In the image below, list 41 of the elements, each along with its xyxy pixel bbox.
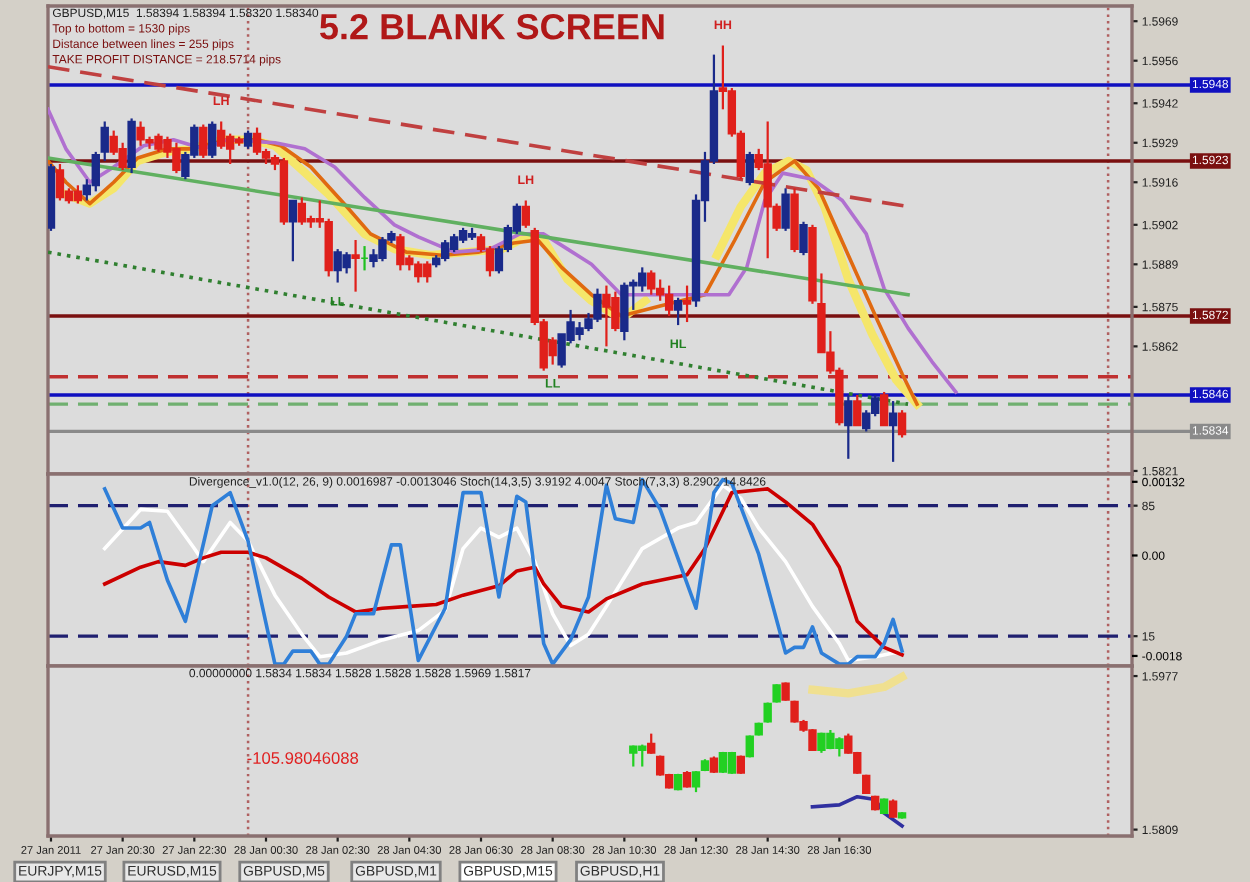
candlestick <box>127 117 136 175</box>
candlestick <box>521 199 530 229</box>
line-series <box>810 794 904 828</box>
candlestick <box>73 184 83 205</box>
candlestick <box>297 196 307 226</box>
candlestick <box>217 120 226 150</box>
candlestick <box>199 123 208 160</box>
line-series <box>808 672 907 698</box>
candlestick <box>799 220 808 257</box>
candlestick <box>252 126 262 157</box>
annotation: -105.98046088 <box>247 752 359 764</box>
candlestick <box>208 120 217 160</box>
candlestick <box>781 681 790 702</box>
candlestick <box>647 732 656 755</box>
candlestick <box>664 284 674 318</box>
candlestick <box>449 232 459 254</box>
candlestick <box>879 390 889 427</box>
candlestick <box>620 281 629 342</box>
chart-title: 5.2 BLANK SCREEN <box>319 13 664 40</box>
candlestick <box>673 296 683 327</box>
candlestick <box>225 132 235 166</box>
candlestick <box>888 798 898 819</box>
candlestick <box>888 399 898 463</box>
candlestick <box>781 187 790 232</box>
candlestick <box>682 284 692 324</box>
candlestick <box>55 162 65 202</box>
candlestick <box>647 269 656 296</box>
candlestick <box>897 409 907 439</box>
candlestick <box>351 238 360 293</box>
line-series <box>48 107 958 394</box>
candlestick <box>772 683 781 704</box>
candlestick <box>243 129 253 150</box>
candlestick <box>91 150 100 193</box>
candlestick <box>485 244 495 278</box>
candlestick <box>288 199 298 263</box>
candlestick <box>440 238 450 263</box>
candlestick <box>745 150 754 187</box>
candlestick <box>691 770 701 794</box>
candlestick <box>100 120 109 163</box>
candlestick <box>844 393 853 460</box>
candlestick <box>853 393 862 427</box>
